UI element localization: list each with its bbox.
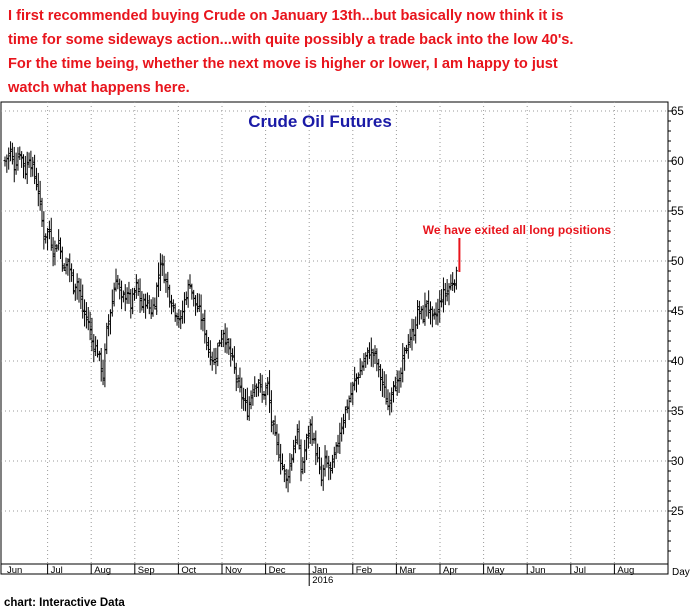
month-label: Dec xyxy=(269,565,286,576)
month-label: Apr xyxy=(443,565,458,576)
y-tick-label: 40 xyxy=(671,356,684,368)
y-tick-label: 50 xyxy=(671,256,684,268)
month-label: Aug xyxy=(94,565,111,576)
plot-frame xyxy=(0,101,669,575)
commentary-line-3: For the time being, whether the next mov… xyxy=(8,56,558,72)
y-tick-label: 35 xyxy=(671,406,684,418)
month-label: Feb xyxy=(356,565,372,576)
exit-annotation: We have exited all long positions xyxy=(423,223,612,272)
month-label: Jul xyxy=(574,565,586,576)
x-axis-label: Day xyxy=(672,567,690,578)
chart-source: chart: Interactive Data xyxy=(4,597,125,609)
y-tick-label: 60 xyxy=(671,156,684,168)
y-tick-label: 25 xyxy=(671,506,684,518)
month-label: Oct xyxy=(181,565,196,576)
y-tick-label: 65 xyxy=(671,106,684,118)
month-label: Jun xyxy=(7,565,22,576)
commentary-line-4: watch what happens here. xyxy=(8,80,190,96)
annotation-label: We have exited all long positions xyxy=(423,223,612,237)
y-tick-label: 30 xyxy=(671,456,684,468)
month-label: May xyxy=(487,565,505,576)
x-axis: Jun Jul Aug Sep Oct Nov Dec Jan Feb Mar Apr May Jun J… xyxy=(1,563,690,586)
month-label: Jan xyxy=(312,565,327,576)
y-tick-label: 45 xyxy=(671,306,684,318)
month-label: Nov xyxy=(225,565,242,576)
month-label: Jun xyxy=(530,565,545,576)
commentary-text: I first recommended buying Crude on Janu… xyxy=(8,4,692,100)
commentary-line-2: time for some sideways action...with qui… xyxy=(8,32,574,48)
year-label: 2016 xyxy=(312,575,333,586)
month-label: Mar xyxy=(399,565,415,576)
y-tick-label: 55 xyxy=(671,206,684,218)
commentary-line-1: I first recommended buying Crude on Janu… xyxy=(8,8,564,24)
y-axis: 25 30 35 40 45 50 55 60 65 xyxy=(668,106,684,552)
grid xyxy=(1,102,668,564)
chart-title: Crude Oil Futures xyxy=(248,112,392,131)
crude-oil-chart: 25 30 35 40 45 50 55 60 65 Jun Jul Aug Sep Oct Nov Dec… xyxy=(0,101,690,586)
month-label: Sep xyxy=(138,565,155,576)
month-label: Jul xyxy=(51,565,63,576)
month-label: Aug xyxy=(617,565,634,576)
price-bars xyxy=(3,141,458,493)
